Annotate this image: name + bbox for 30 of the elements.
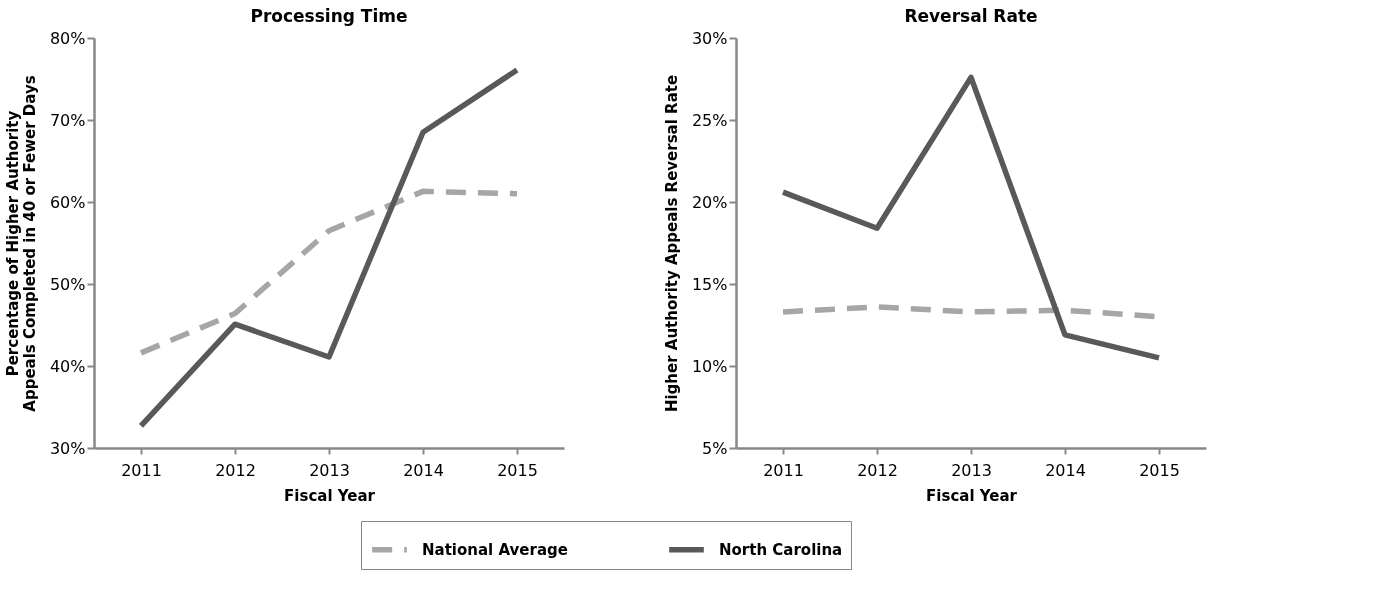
x-axis-title: Fiscal Year [284,486,376,505]
legend-label: National Average [422,540,568,559]
x-tick-label: 2013 [951,460,992,480]
y-tick-label: 30% [49,438,86,458]
x-tick-label: 2012 [857,460,898,480]
y-tick-label: 5% [702,438,728,458]
legend-label: North Carolina [719,540,843,559]
x-tick-label: 2014 [403,460,444,480]
x-tick-label: 2015 [1139,460,1180,480]
y-tick-label: 10% [691,356,728,376]
x-tick-label: 2011 [763,460,804,480]
y-tick-label: 50% [49,274,86,294]
x-tick-label: 2011 [121,460,162,480]
y-tick-label: 15% [691,274,728,294]
y-tick-label: 60% [49,192,86,212]
y-tick-label: 80% [49,28,86,48]
y-tick-label: 20% [691,192,728,212]
y-tick-label: 25% [691,110,728,130]
chart-title: Processing Time [250,6,408,26]
x-axis-title: Fiscal Year [926,486,1018,505]
y-tick-label: 30% [691,28,728,48]
y-tick-label: 40% [49,356,86,376]
y-tick-label: 70% [49,110,86,130]
y-axis-title: Percentage of Higher Authority Appeals Completed in 40 or Fewer Days [3,75,39,412]
x-tick-label: 2015 [497,460,538,480]
y-axis-title: Higher Authority Appeals Reversal Rate [662,74,681,413]
x-tick-label: 2014 [1045,460,1086,480]
x-tick-label: 2013 [309,460,350,480]
x-tick-label: 2012 [215,460,256,480]
chart-title: Reversal Rate [904,6,1038,26]
